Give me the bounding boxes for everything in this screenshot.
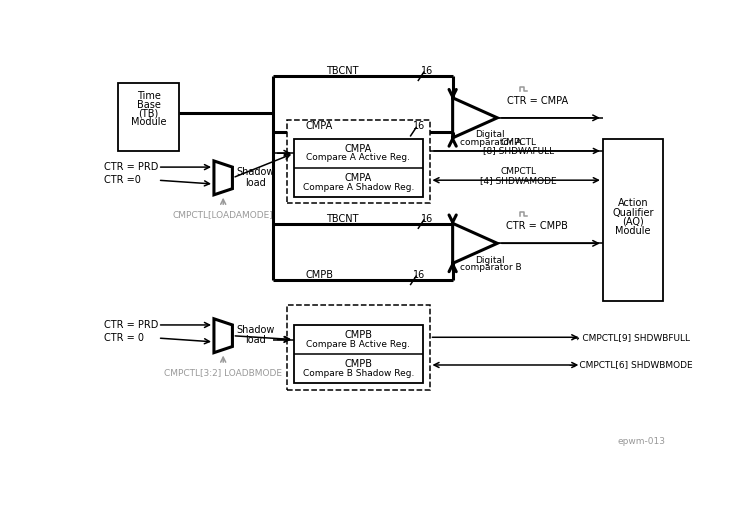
Text: CTR = CMPB: CTR = CMPB — [507, 222, 569, 231]
Text: CMPA: CMPA — [306, 121, 333, 131]
Text: CTR = PRD: CTR = PRD — [104, 320, 158, 330]
Text: CMPCTL: CMPCTL — [500, 138, 536, 147]
Text: 16: 16 — [421, 213, 434, 224]
Polygon shape — [452, 223, 498, 263]
Text: CMPB: CMPB — [345, 359, 372, 369]
Bar — [602, 139, 663, 301]
Text: Module: Module — [130, 117, 166, 127]
Text: load: load — [245, 335, 266, 345]
Polygon shape — [452, 98, 498, 138]
Text: Action: Action — [618, 198, 648, 208]
Text: (TB): (TB) — [139, 108, 158, 118]
Polygon shape — [214, 319, 232, 353]
Text: (AQ): (AQ) — [622, 217, 644, 227]
Text: Shadow: Shadow — [236, 167, 274, 177]
Text: Base: Base — [136, 100, 161, 110]
Bar — [294, 325, 422, 383]
Text: epwm-013: epwm-013 — [618, 438, 666, 447]
Text: Time: Time — [136, 91, 161, 101]
Text: CMPB: CMPB — [305, 270, 333, 280]
Text: → CMPCTL[9] SHDWBFULL: → CMPCTL[9] SHDWBFULL — [572, 333, 689, 342]
Text: Compare B Active Reg.: Compare B Active Reg. — [306, 340, 410, 349]
Text: Compare B Shadow Reg.: Compare B Shadow Reg. — [302, 369, 414, 378]
Text: CMPCTL: CMPCTL — [500, 167, 536, 176]
Text: → CMPCTL[6] SHDWBMODE: → CMPCTL[6] SHDWBMODE — [569, 360, 692, 370]
Text: CMPA: CMPA — [345, 173, 372, 183]
Text: CMPA: CMPA — [345, 143, 372, 154]
Text: comparator A: comparator A — [459, 138, 521, 147]
Text: Digital: Digital — [476, 256, 505, 265]
Text: CTR =0: CTR =0 — [104, 175, 141, 185]
Text: CTR = CMPA: CTR = CMPA — [507, 96, 568, 106]
Text: load: load — [245, 177, 266, 188]
Text: 16: 16 — [421, 66, 434, 76]
Text: TBCNT: TBCNT — [326, 66, 359, 76]
Text: Shadow: Shadow — [236, 325, 274, 335]
Text: Module: Module — [615, 226, 651, 236]
Polygon shape — [214, 161, 232, 195]
Text: CMPCTL[3:2] LOADBMODE: CMPCTL[3:2] LOADBMODE — [164, 368, 282, 377]
Text: [4] SHDWAMODE: [4] SHDWAMODE — [480, 176, 556, 185]
Text: Compare A Shadow Reg.: Compare A Shadow Reg. — [302, 183, 414, 192]
Text: Compare A Active Reg.: Compare A Active Reg. — [306, 153, 410, 162]
Text: CTR = PRD: CTR = PRD — [104, 162, 158, 172]
Bar — [287, 305, 430, 390]
Text: Digital: Digital — [476, 130, 505, 139]
Text: comparator B: comparator B — [459, 264, 521, 272]
Bar — [118, 83, 179, 151]
Text: Qualifier: Qualifier — [612, 207, 654, 218]
Text: 16: 16 — [413, 121, 426, 131]
Text: [8] SHDWAFULL: [8] SHDWAFULL — [483, 147, 553, 156]
Text: CMPCTL[LOADAMODE]: CMPCTL[LOADAMODE] — [173, 210, 274, 220]
Text: 16: 16 — [413, 270, 426, 280]
Bar — [287, 120, 430, 203]
Bar — [294, 138, 422, 197]
Text: TBCNT: TBCNT — [326, 213, 359, 224]
Text: CMPB: CMPB — [345, 330, 372, 340]
Text: CTR = 0: CTR = 0 — [104, 333, 144, 343]
